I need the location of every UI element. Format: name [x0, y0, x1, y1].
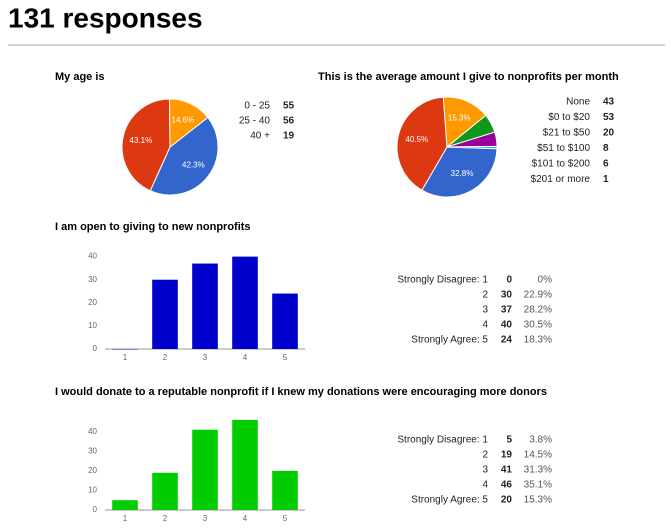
row-percent: 35.1% — [524, 480, 552, 491]
row-percent: 3.8% — [529, 435, 552, 446]
row-label: Strongly Disagree: 1 — [397, 275, 488, 286]
y-tick-label: 10 — [88, 321, 97, 330]
bar — [272, 293, 298, 349]
y-tick-label: 0 — [93, 344, 98, 353]
row-count: 30 — [501, 290, 513, 301]
row-label: Strongly Agree: 5 — [411, 335, 488, 346]
legend-label: $101 to $200 — [532, 159, 591, 170]
page-title: 131 responses — [8, 2, 203, 33]
legend-count: 8 — [603, 143, 609, 154]
pie-slice — [442, 96, 487, 148]
legend-label: 25 - 40 — [239, 116, 271, 127]
row-count: 20 — [501, 495, 513, 506]
legend-count: 6 — [603, 159, 609, 170]
row-percent: 28.2% — [524, 305, 552, 316]
pie-slice — [396, 96, 448, 191]
x-tick-label: 5 — [283, 514, 288, 523]
bar — [232, 256, 258, 349]
row-count: 5 — [506, 435, 512, 446]
row-percent: 14.5% — [524, 450, 552, 461]
bar — [192, 263, 218, 349]
pie-slice — [421, 146, 498, 198]
x-tick-label: 2 — [163, 514, 168, 523]
row-label: Strongly Disagree: 1 — [397, 435, 488, 446]
bar — [272, 470, 298, 510]
row-label: 2 — [482, 450, 488, 461]
pie-slice — [121, 98, 171, 192]
bar — [152, 279, 178, 349]
x-tick-label: 2 — [163, 353, 168, 362]
y-tick-label: 20 — [88, 466, 97, 475]
row-percent: 18.3% — [524, 335, 552, 346]
slice-label: 15.3% — [448, 114, 471, 123]
legend-label: 40 + — [250, 131, 270, 142]
bar — [152, 472, 178, 510]
y-tick-label: 30 — [88, 275, 97, 284]
row-count: 41 — [501, 465, 513, 476]
row-percent: 0% — [538, 275, 553, 286]
y-tick-label: 30 — [88, 446, 97, 455]
chart-title: This is the average amount I give to non… — [318, 71, 619, 83]
legend-count: 1 — [603, 174, 609, 185]
bar — [112, 500, 138, 510]
legend-count: 55 — [283, 101, 295, 112]
slice-label: 43.1% — [130, 136, 153, 145]
row-label: 4 — [482, 320, 488, 331]
row-percent: 15.3% — [524, 495, 552, 506]
legend-count: 56 — [283, 116, 295, 127]
row-count: 0 — [506, 275, 512, 286]
row-count: 24 — [501, 335, 513, 346]
pie-slice — [168, 98, 209, 149]
y-tick-label: 20 — [88, 298, 97, 307]
row-count: 37 — [501, 305, 513, 316]
legend-label: $201 or more — [531, 174, 591, 185]
x-tick-label: 5 — [283, 353, 288, 362]
legend-label: $0 to $20 — [548, 112, 590, 123]
legend-label: None — [566, 97, 590, 108]
row-count: 46 — [501, 480, 513, 491]
chart-title: I am open to giving to new nonprofits — [55, 221, 251, 233]
row-count: 40 — [501, 320, 513, 331]
x-tick-label: 4 — [243, 514, 248, 523]
slice-label: 40.5% — [405, 135, 428, 144]
row-label: 3 — [482, 465, 488, 476]
legend-label: 0 - 25 — [244, 101, 270, 112]
bar — [232, 419, 258, 510]
legend-label: $51 to $100 — [537, 143, 590, 154]
legend-count: 43 — [603, 97, 615, 108]
row-label: Strongly Agree: 5 — [411, 495, 488, 506]
y-tick-label: 40 — [88, 427, 97, 436]
row-percent: 22.9% — [524, 290, 552, 301]
row-count: 19 — [501, 450, 513, 461]
legend-count: 53 — [603, 112, 615, 123]
x-tick-label: 1 — [123, 514, 128, 523]
y-tick-label: 10 — [88, 486, 97, 495]
legend-count: 19 — [283, 131, 295, 142]
bar — [112, 349, 138, 350]
row-label: 2 — [482, 290, 488, 301]
x-tick-label: 3 — [203, 353, 208, 362]
legend-label: $21 to $50 — [543, 128, 591, 139]
pie-slice — [446, 145, 498, 150]
pie-slice — [149, 116, 219, 196]
row-label: 3 — [482, 305, 488, 316]
slice-label: 32.8% — [451, 169, 474, 178]
y-tick-label: 0 — [93, 505, 98, 514]
chart-title: My age is — [55, 71, 105, 83]
row-label: 4 — [482, 480, 488, 491]
row-percent: 30.5% — [524, 320, 552, 331]
slice-label: 14.6% — [172, 115, 195, 124]
slice-label: 42.3% — [182, 160, 205, 169]
x-tick-label: 1 — [123, 353, 128, 362]
legend-count: 20 — [603, 128, 615, 139]
x-tick-label: 4 — [243, 353, 248, 362]
row-percent: 31.3% — [524, 465, 552, 476]
y-tick-label: 40 — [88, 252, 97, 261]
chart-title: I would donate to a reputable nonprofit … — [55, 386, 547, 398]
x-tick-label: 3 — [203, 514, 208, 523]
bar — [192, 429, 218, 510]
